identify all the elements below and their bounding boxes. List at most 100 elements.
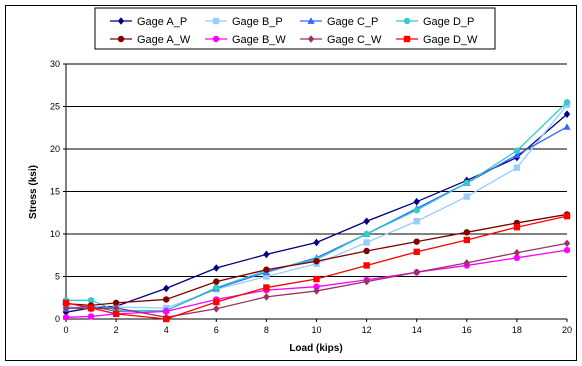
data-point <box>563 239 571 248</box>
legend-swatch-marker <box>307 35 315 43</box>
y-tick-label: 25 <box>50 102 60 112</box>
data-point <box>513 254 521 261</box>
data-point <box>363 262 370 269</box>
data-point <box>363 217 370 226</box>
legend-label: Gage A_W <box>137 34 191 46</box>
legend-label: Gage D_P <box>423 16 474 28</box>
x-tick-label: 12 <box>362 325 372 335</box>
legend-item: Gage B_W <box>205 34 286 46</box>
x-axis-title: Load (kips) <box>289 343 342 354</box>
data-point <box>563 212 571 220</box>
data-point <box>87 304 95 312</box>
data-point <box>213 305 220 313</box>
y-tick-label: 10 <box>50 229 60 239</box>
data-point <box>413 197 420 206</box>
y-tick-label: 0 <box>55 314 60 324</box>
legend-label: Gage C_W <box>327 34 382 46</box>
legend-box <box>94 7 496 50</box>
x-tick-label: 20 <box>562 325 572 335</box>
data-point <box>513 164 521 171</box>
legend-label: Gage B_P <box>232 16 283 28</box>
legend-item: Gage C_W <box>300 34 382 46</box>
legend-label: Gage D_W <box>423 34 478 46</box>
y-tick-label: 5 <box>55 272 60 282</box>
data-point <box>463 179 470 187</box>
data-point <box>363 230 370 238</box>
data-point <box>163 284 170 293</box>
plot-area: 0 5 10 15 20 25 30 0 2 4 6 8 10 12 14 16 18 20 <box>50 59 572 335</box>
data-point <box>87 297 95 304</box>
data-point <box>413 238 420 245</box>
y-tick-label: 15 <box>50 187 60 197</box>
legend-swatch-marker <box>307 17 315 24</box>
legend-swatch-marker <box>117 17 125 25</box>
legend-item: Gage D_W <box>396 34 478 46</box>
legend-swatch-marker <box>212 17 220 25</box>
data-point <box>463 229 470 236</box>
legend-swatch-marker <box>403 17 411 25</box>
series-line <box>65 242 568 318</box>
data-point <box>263 293 270 301</box>
y-tick-label: 20 <box>50 144 60 154</box>
data-point <box>263 266 270 273</box>
data-point <box>463 259 470 267</box>
data-point <box>563 246 571 254</box>
series-line <box>65 215 568 320</box>
data-point <box>263 273 270 280</box>
x-tick-label: 6 <box>214 325 219 335</box>
y-axis-title: Stress (ksi) <box>28 165 39 219</box>
series-line <box>65 113 568 313</box>
data-point <box>62 314 70 321</box>
y-tick-label: 30 <box>50 59 60 69</box>
data-point <box>363 277 370 286</box>
series-line <box>65 213 568 307</box>
legend-label: Gage C_P <box>327 16 378 28</box>
series-line <box>65 104 568 310</box>
data-point <box>413 268 420 277</box>
legend-swatch-marker <box>212 35 220 43</box>
data-point <box>163 296 170 303</box>
data-point <box>313 287 320 295</box>
data-point <box>413 218 420 225</box>
data-point <box>563 110 571 118</box>
data-point <box>62 304 70 312</box>
data-point <box>463 236 470 244</box>
x-tick-label: 8 <box>264 325 269 335</box>
data-point <box>263 250 270 259</box>
data-point <box>413 248 420 256</box>
legend-item: Gage D_P <box>396 16 474 28</box>
x-tick-label: 10 <box>311 325 321 335</box>
series-gage-c-w <box>62 239 571 322</box>
series-line <box>65 249 568 318</box>
data-point <box>313 275 320 283</box>
data-point <box>463 193 470 200</box>
data-point <box>513 151 521 158</box>
legend-label: Gage A_P <box>137 16 187 28</box>
data-point <box>413 207 420 214</box>
legend-item: Gage A_W <box>110 34 191 46</box>
data-point <box>163 315 170 323</box>
data-point <box>213 284 220 291</box>
x-tick-label: 4 <box>164 325 169 335</box>
x-tick-label: 16 <box>462 325 472 335</box>
data-point <box>313 238 320 247</box>
data-point <box>112 310 120 318</box>
data-point <box>313 283 320 290</box>
legend-label: Gage B_W <box>232 34 286 46</box>
data-point <box>213 264 220 272</box>
data-point <box>563 123 571 130</box>
legend-item: Gage C_P <box>300 16 378 28</box>
data-point <box>87 313 95 320</box>
data-point <box>563 99 571 106</box>
data-point <box>112 299 120 307</box>
data-point <box>363 239 370 246</box>
legend: Gage A_P Gage B_P Gage C_P Gage D_P Gage A_W… <box>94 7 496 50</box>
legend-item: Gage A_P <box>110 16 187 28</box>
data-point <box>213 278 220 285</box>
data-point <box>213 298 220 306</box>
data-point <box>112 304 120 312</box>
data-point <box>513 248 521 257</box>
legend-swatch-marker <box>403 35 411 43</box>
data-point <box>263 284 270 291</box>
